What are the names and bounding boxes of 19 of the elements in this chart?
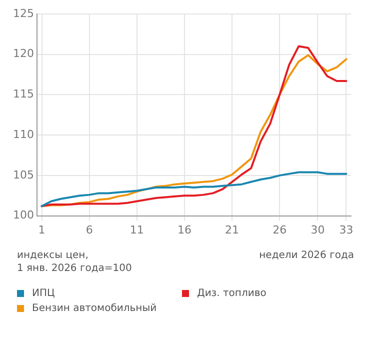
y-tick-label: 100 [12, 208, 34, 222]
x-tick-label: 21 [225, 223, 240, 236]
y-tick-label: 105 [12, 168, 34, 182]
legend-label: Бензин автомобильный [32, 302, 157, 314]
x-tick-label: 1 [38, 223, 46, 236]
x-tick-label: 16 [177, 223, 192, 236]
x-tick-label: 30 [310, 223, 325, 236]
x-tick-label: 6 [86, 223, 93, 236]
y-tick-label: 120 [12, 47, 34, 60]
x-tick-label: 26 [272, 223, 287, 236]
x-tick-label: 33 [339, 223, 354, 236]
y-tick-label: 115 [12, 88, 34, 101]
y-tick-label: 110 [12, 128, 34, 141]
x-tick-label: 11 [130, 223, 144, 236]
legend-label: ИПЦ [32, 288, 55, 298]
y-axis-title: индексы цен, 1 янв. 2026 года=100 [17, 249, 132, 275]
x-axis-title: недели 2026 года [259, 249, 354, 262]
legend-label: Диз. топливо [197, 288, 266, 298]
y-tick-label: 125 [12, 6, 34, 20]
